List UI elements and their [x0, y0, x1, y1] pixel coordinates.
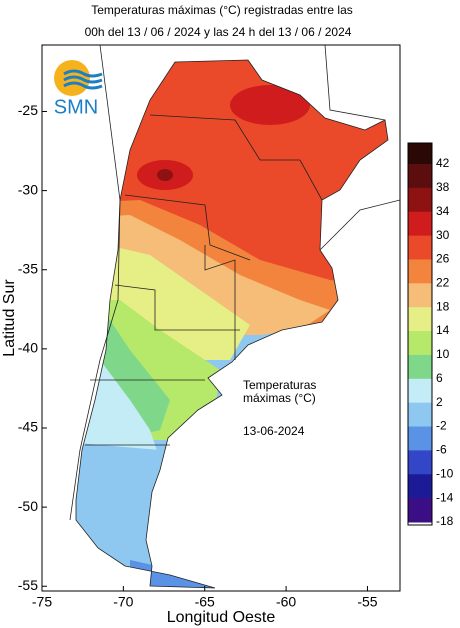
y-tick-label: -25 — [18, 102, 38, 118]
y-axis-label: Latitud Sur — [1, 279, 18, 357]
annotation-line2: máximas (°C) — [243, 391, 316, 405]
legend-label: -14 — [436, 490, 454, 504]
legend-swatch — [408, 450, 432, 475]
legend-label: -18 — [436, 514, 454, 528]
legend-swatch — [408, 187, 432, 213]
x-tick-label: -75 — [32, 594, 52, 610]
legend-swatch — [408, 474, 432, 499]
legend-swatch — [408, 235, 432, 260]
legend-label: 22 — [436, 276, 450, 290]
legend-label: -2 — [436, 419, 447, 433]
legend-swatch — [408, 283, 432, 308]
legend-label: 10 — [436, 347, 450, 361]
logo-text: SMN — [54, 96, 98, 118]
y-tick-label: -40 — [18, 340, 38, 356]
zone — [230, 85, 310, 125]
legend-swatch — [408, 143, 432, 165]
y-tick-label: -55 — [18, 577, 38, 593]
annotation-line1: Temperaturas — [243, 378, 316, 392]
zone — [157, 169, 173, 181]
title-line2: 00h del 13 / 06 / 2024 y las 24 h del 13… — [85, 25, 352, 39]
y-tick-label: -30 — [18, 181, 38, 197]
x-axis-label: Longitud Oeste — [167, 609, 276, 626]
legend-swatch — [408, 259, 432, 284]
legend-swatch — [408, 211, 432, 237]
legend-label: -6 — [436, 443, 447, 457]
legend-swatch — [408, 498, 432, 523]
x-tick-label: -60 — [276, 594, 296, 610]
legend-label: 14 — [436, 323, 450, 337]
y-tick-label: -50 — [18, 498, 38, 514]
zone — [76, 360, 160, 470]
legend-label: 26 — [436, 252, 450, 266]
legend-swatch — [408, 354, 432, 380]
color-legend — [407, 142, 433, 526]
legend-label: 30 — [436, 228, 450, 242]
y-tick-label: -35 — [18, 260, 38, 276]
title-line1: Temperaturas máximas (°C) registradas en… — [91, 3, 353, 17]
legend-swatch — [408, 402, 432, 428]
legend-label: 18 — [436, 299, 450, 313]
logo: SMN — [54, 60, 103, 118]
legend-swatch — [408, 164, 432, 189]
x-tick-label: -65 — [195, 594, 215, 610]
logo-waves — [63, 69, 103, 90]
x-tick-label: -70 — [113, 594, 133, 610]
y-tick-label: -45 — [18, 419, 38, 435]
legend-label: 42 — [436, 156, 450, 170]
borders — [69, 44, 401, 589]
legend-swatch — [408, 331, 432, 356]
zone — [76, 440, 160, 588]
annotation-date: 13-06-2024 — [243, 424, 305, 438]
legend-label: 2 — [436, 395, 443, 409]
legend-swatch — [408, 426, 432, 451]
x-tick-label: -55 — [357, 594, 377, 610]
legend-label: -10 — [436, 466, 454, 480]
legend-swatch — [408, 378, 432, 404]
legend-label: 6 — [436, 371, 443, 385]
legend-frame — [407, 142, 433, 526]
legend-swatch — [408, 307, 432, 332]
legend-label: 34 — [436, 204, 450, 218]
legend-label: 38 — [436, 180, 450, 194]
